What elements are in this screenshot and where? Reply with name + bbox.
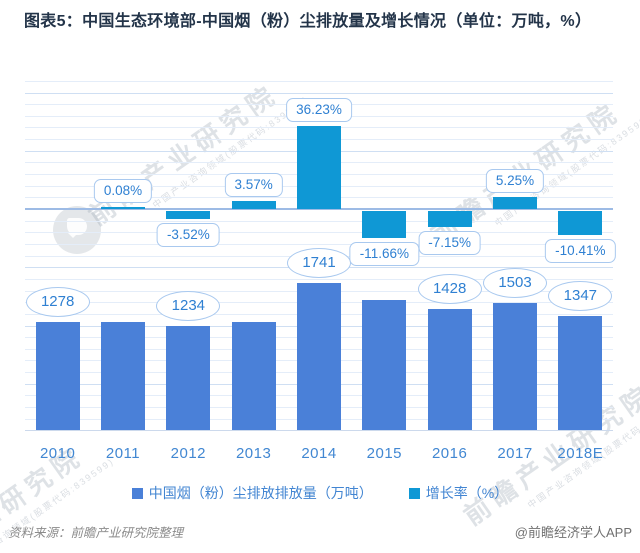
source-text: 资料来源：前瞻产业研究院整理 (8, 526, 184, 540)
growth-value-label: -10.41% (545, 238, 616, 263)
x-axis-label: 2016 (431, 445, 468, 462)
copyright-text: @前瞻经济学人APP (514, 525, 632, 540)
footer: 资料来源：前瞻产业研究院整理 @前瞻经济学人APP (0, 522, 640, 541)
gridline (25, 92, 613, 94)
growth-bar (231, 200, 276, 209)
gridline (25, 278, 613, 280)
growth-value-label: -11.66% (349, 241, 419, 266)
growth-bar (101, 207, 145, 209)
growth-bar (297, 125, 341, 209)
emission-bar (558, 316, 603, 430)
legend-label: 中国烟（粉）尘排放排放量（万吨） (148, 485, 373, 501)
x-axis-label: 2012 (170, 445, 207, 462)
x-axis-label: 2018E (557, 445, 604, 462)
emission-bar (297, 282, 341, 430)
legend-label: 增长率（%） (425, 485, 509, 501)
emission-value-label: 1741 (287, 247, 351, 278)
growth-bar (427, 211, 472, 228)
emission-value-label: 1347 (548, 281, 613, 312)
growth-bar (558, 211, 603, 235)
emission-value-label: 1428 (417, 274, 482, 305)
legend-item-growth-rate: 增长率（%） (408, 483, 509, 503)
emission-bar (231, 321, 276, 430)
growth-value-label: 5.25% (485, 168, 545, 193)
chart-title: 图表5：中国生态环境部-中国烟（粉）尘排放量及增长情况（单位：万吨，%） (24, 13, 592, 30)
growth-value-label: 36.23% (286, 97, 352, 122)
growth-value-label: 3.57% (224, 172, 283, 197)
x-axis-label: 2011 (105, 445, 141, 462)
emission-value-label: 1278 (25, 286, 90, 317)
emission-bar (101, 321, 145, 430)
x-axis-label: 2013 (235, 445, 272, 462)
gridline (25, 232, 613, 234)
emission-value-label: 1503 (483, 267, 547, 298)
plot-area: 1278 0.08% 1234 -3.52% 3.57% 1741 36.23% -11.66… (25, 70, 616, 431)
growth-bar (493, 196, 537, 209)
growth-value-label: 0.08% (93, 179, 153, 203)
growth-value-label: -7.15% (418, 231, 482, 256)
emission-bar (166, 325, 211, 430)
emission-bar (35, 321, 80, 430)
emission-value-label: 1234 (156, 290, 221, 321)
growth-bar (166, 211, 211, 220)
gridline (25, 243, 613, 245)
growth-bar (362, 211, 407, 238)
emission-bar (362, 299, 407, 430)
emission-bar (493, 302, 537, 430)
watermark-logo-icon (53, 206, 101, 254)
x-axis-label: 2014 (301, 445, 337, 462)
legend-swatch (408, 487, 420, 499)
x-axis-label: 2017 (497, 445, 533, 462)
gridline (25, 80, 613, 82)
x-axis-label: 2010 (39, 445, 76, 462)
growth-value-label: -3.52% (156, 223, 220, 248)
growth-zero-line (25, 208, 613, 210)
x-axis-label: 2015 (366, 445, 403, 462)
legend-swatch (131, 487, 143, 499)
legend: 中国烟（粉）尘排放排放量（万吨） 增长率（%） (0, 483, 640, 503)
legend-item-emissions: 中国烟（粉）尘排放排放量（万吨） (131, 483, 373, 503)
emission-bar (427, 309, 472, 430)
gridline (25, 220, 613, 222)
